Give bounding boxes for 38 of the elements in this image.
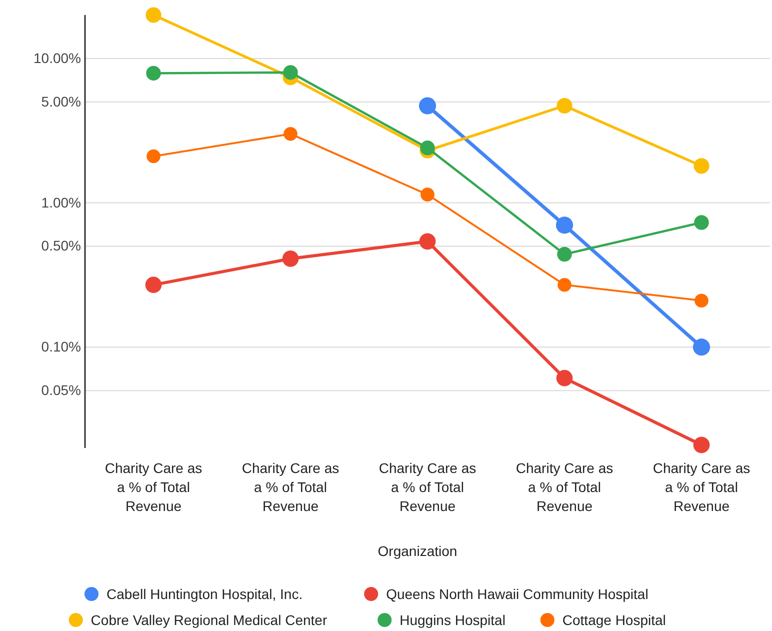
y-tick-label: 1.00%	[41, 194, 81, 210]
x-tick-label: Charity Care as a % of Total Revenue	[242, 460, 340, 514]
point	[556, 216, 574, 234]
legend-label: Queens North Hawaii Community Hospital	[386, 586, 648, 602]
point	[694, 215, 709, 230]
x-axis-title: Organization	[378, 543, 458, 559]
point	[556, 370, 573, 386]
point	[284, 127, 298, 141]
point	[420, 140, 435, 156]
point	[557, 246, 572, 262]
point	[418, 97, 436, 114]
legend-label: Cabell Huntington Hospital, Inc.	[106, 586, 303, 602]
legend-label: Cobre Valley Regional Medical Center	[90, 612, 328, 628]
point	[146, 149, 160, 164]
point	[145, 276, 162, 294]
x-tick-label: Charity Care as a % of Total Revenue	[378, 460, 476, 514]
legend-label: Cottage Hospital	[562, 612, 666, 628]
legend-label: Huggins Hospital	[400, 612, 506, 628]
point	[694, 158, 710, 174]
y-tick-label: 10.00%	[34, 50, 81, 66]
point	[419, 233, 436, 250]
point	[556, 98, 572, 114]
point	[146, 7, 162, 23]
point	[282, 250, 299, 267]
point	[146, 66, 161, 81]
x-tick-label: Charity Care as a % of Total Revenue	[516, 460, 614, 514]
point	[692, 338, 710, 356]
y-tick-label: 5.00%	[41, 93, 81, 110]
x-tick-label: Charity Care as a % of Total Revenue	[652, 460, 750, 514]
x-tick-label: Charity Care as a % of Total Revenue	[104, 460, 202, 514]
y-tick-label: 0.50%	[41, 238, 81, 254]
point	[694, 294, 708, 308]
point	[693, 436, 710, 454]
point	[558, 278, 572, 292]
point	[420, 188, 434, 202]
y-tick-label: 0.10%	[41, 338, 81, 355]
y-tick-label: 0.05%	[41, 382, 81, 398]
point	[283, 65, 298, 80]
